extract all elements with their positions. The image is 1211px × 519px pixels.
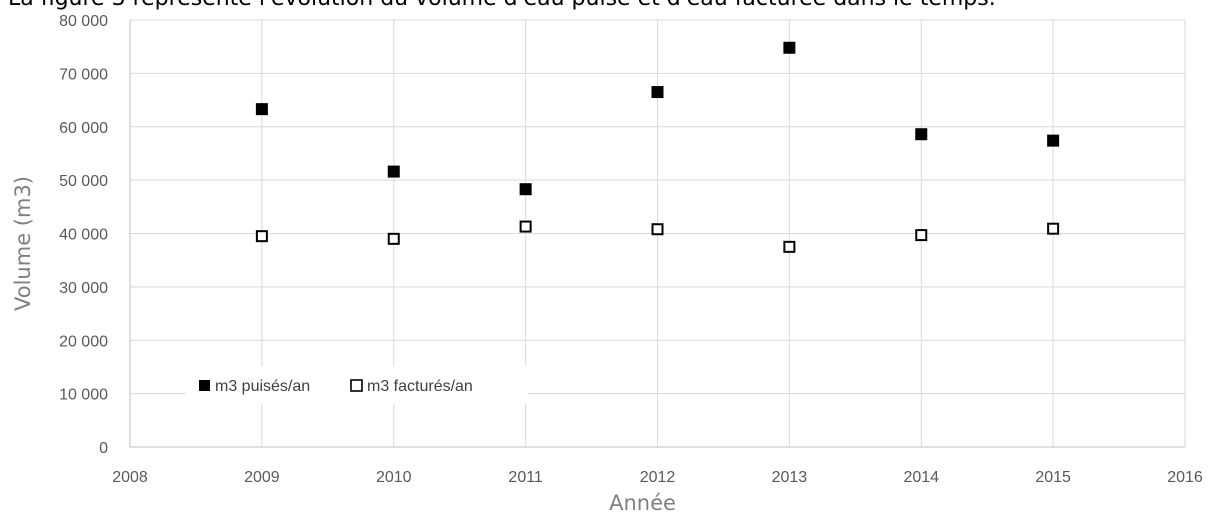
- legend-label: m3 puisés/an: [215, 378, 310, 395]
- legend-marker-factures: [350, 379, 363, 392]
- y-tick-label: 50 000: [59, 173, 108, 190]
- legend: m3 puisés/an m3 facturés/an: [186, 366, 528, 404]
- x-tick-label: 2013: [772, 469, 808, 486]
- y-tick-label: 0: [99, 440, 108, 457]
- point-factures: [387, 232, 400, 245]
- point-factures: [651, 223, 664, 236]
- y-tick-label: 40 000: [59, 227, 108, 244]
- y-tick-label: 80 000: [59, 13, 108, 30]
- point-puises: [915, 128, 928, 141]
- data-points: [255, 41, 1060, 253]
- point-puises: [255, 103, 268, 116]
- point-puises: [1047, 134, 1060, 147]
- y-tick-label: 30 000: [59, 280, 108, 297]
- x-tick-label: 2014: [903, 469, 939, 486]
- x-axis-title: Année: [609, 491, 676, 515]
- figure-caption: La figure 3 représente l'évolution du vo…: [8, 0, 996, 11]
- y-tick-label: 10 000: [59, 387, 108, 404]
- point-factures: [783, 240, 796, 253]
- x-tick-label: 2016: [1167, 469, 1203, 486]
- point-puises: [387, 165, 400, 178]
- y-tick-label: 60 000: [59, 120, 108, 137]
- point-puises: [783, 41, 796, 54]
- point-puises: [519, 183, 532, 196]
- y-tick-label: 70 000: [59, 66, 108, 83]
- point-factures: [255, 230, 268, 243]
- point-factures: [519, 220, 532, 233]
- y-tick-label: 20 000: [59, 333, 108, 350]
- x-tick-label: 2008: [112, 469, 148, 486]
- x-tick-label: 2009: [244, 469, 280, 486]
- axes: [129, 20, 1185, 448]
- legend-marker-puises: [199, 380, 210, 391]
- legend-label: m3 facturés/an: [367, 378, 473, 395]
- x-tick-label: 2012: [640, 469, 676, 486]
- point-factures: [1047, 222, 1060, 235]
- point-factures: [915, 229, 928, 242]
- point-puises: [651, 86, 664, 99]
- x-tick-label: 2015: [1035, 469, 1071, 486]
- y-axis-title: Volume (m3): [11, 176, 35, 311]
- x-tick-label: 2011: [508, 469, 543, 486]
- x-tick-label: 2010: [376, 469, 412, 486]
- tick-labels: 0 10 000 20 000 30 000 40 000 50 000 60 000 70 …: [59, 13, 1203, 486]
